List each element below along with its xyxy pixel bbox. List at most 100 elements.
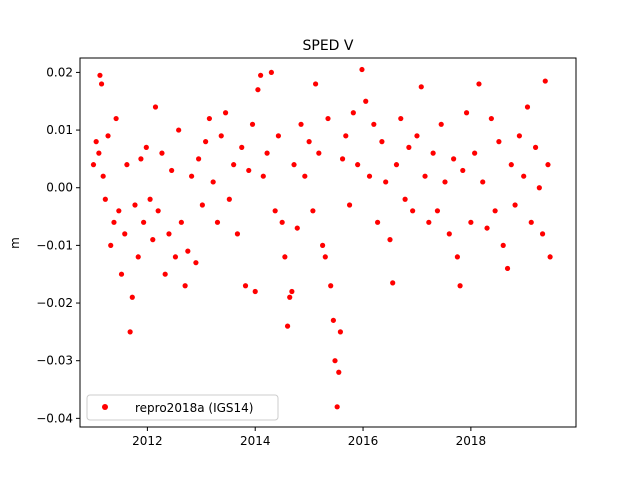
data-point (255, 87, 261, 93)
data-point (330, 317, 336, 323)
data-point (189, 173, 195, 179)
data-point (93, 139, 99, 145)
data-point (129, 294, 135, 300)
legend-label: repro2018a (IGS14) (135, 401, 253, 415)
data-point (393, 162, 400, 168)
data-point (379, 139, 385, 145)
data-point (275, 133, 281, 139)
data-point (118, 271, 125, 277)
data-point (484, 225, 490, 231)
data-point (127, 329, 133, 335)
data-point (343, 133, 349, 139)
data-point (141, 219, 147, 225)
data-point (193, 260, 199, 266)
data-point (143, 144, 149, 150)
data-point (402, 196, 408, 202)
data-point (239, 144, 245, 150)
data-point (196, 156, 202, 162)
data-point (226, 196, 232, 202)
data-point (438, 121, 444, 127)
data-point (332, 358, 338, 364)
data-point (172, 254, 179, 260)
x-tick-label: 2016 (348, 434, 379, 448)
data-point (218, 133, 224, 139)
data-point (504, 265, 511, 272)
data-point (111, 219, 117, 225)
data-point (480, 179, 486, 185)
data-point (383, 179, 389, 185)
data-point (242, 283, 249, 289)
data-point (289, 288, 295, 295)
data-point (150, 237, 156, 243)
data-point (116, 208, 122, 214)
data-point (178, 219, 184, 225)
data-point (346, 202, 353, 208)
plot-frame (79, 57, 577, 428)
data-point (97, 72, 103, 78)
data-point (310, 208, 316, 214)
data-point (442, 179, 448, 185)
data-point (516, 133, 522, 139)
data-point (105, 133, 111, 139)
x-axis: 2012 2014 2016 2018 (132, 427, 486, 448)
data-point (260, 173, 266, 179)
data-point (488, 115, 494, 122)
y-tick-label: −0.04 (36, 411, 73, 425)
data-point (102, 196, 108, 202)
data-point (234, 231, 241, 237)
data-point (472, 150, 478, 156)
data-point (222, 110, 229, 116)
data-point (463, 110, 470, 116)
data-point (252, 288, 258, 295)
data-point (328, 283, 334, 289)
data-point (100, 173, 106, 179)
data-point (132, 202, 138, 208)
data-point (542, 78, 548, 84)
data-point (264, 150, 270, 156)
data-point (147, 196, 153, 202)
y-tick-label: −0.01 (36, 238, 73, 252)
data-point (359, 66, 365, 73)
data-point (406, 144, 412, 150)
data-point (434, 208, 441, 214)
data-point (363, 98, 369, 104)
data-point (152, 104, 159, 110)
data-point (185, 248, 191, 254)
legend-marker (102, 404, 108, 410)
y-tick-label: 0.01 (46, 123, 73, 137)
data-point (350, 110, 356, 116)
data-point (176, 127, 182, 133)
data-point (398, 115, 404, 122)
data-point (166, 231, 172, 237)
data-point (336, 369, 342, 375)
data-point (334, 404, 340, 410)
data-point (98, 81, 105, 87)
data-point (536, 185, 542, 191)
data-point (316, 150, 322, 156)
x-tick-label: 2014 (240, 434, 271, 448)
data-point (508, 162, 514, 168)
data-point (302, 173, 308, 179)
data-point (476, 81, 482, 87)
data-point (155, 208, 161, 214)
data-point (113, 115, 119, 122)
y-tick-label: 0.00 (46, 181, 73, 195)
data-point (521, 173, 527, 179)
data-point (282, 254, 288, 260)
data-point (306, 139, 312, 145)
scatter-points (90, 66, 553, 410)
data-point (457, 283, 463, 289)
legend: repro2018a (IGS14) (86, 394, 279, 421)
data-point (410, 208, 416, 214)
data-point (547, 254, 553, 260)
y-axis: −0.04 −0.03 −0.02 −0.01 0.00 0.01 0.02 (36, 65, 80, 425)
data-point (210, 179, 216, 185)
data-point (90, 162, 97, 168)
data-point (422, 173, 428, 179)
data-point (258, 72, 264, 78)
data-point (371, 121, 377, 127)
data-point (122, 231, 128, 237)
data-point (337, 329, 343, 335)
data-point (492, 208, 498, 214)
data-point (199, 202, 205, 208)
